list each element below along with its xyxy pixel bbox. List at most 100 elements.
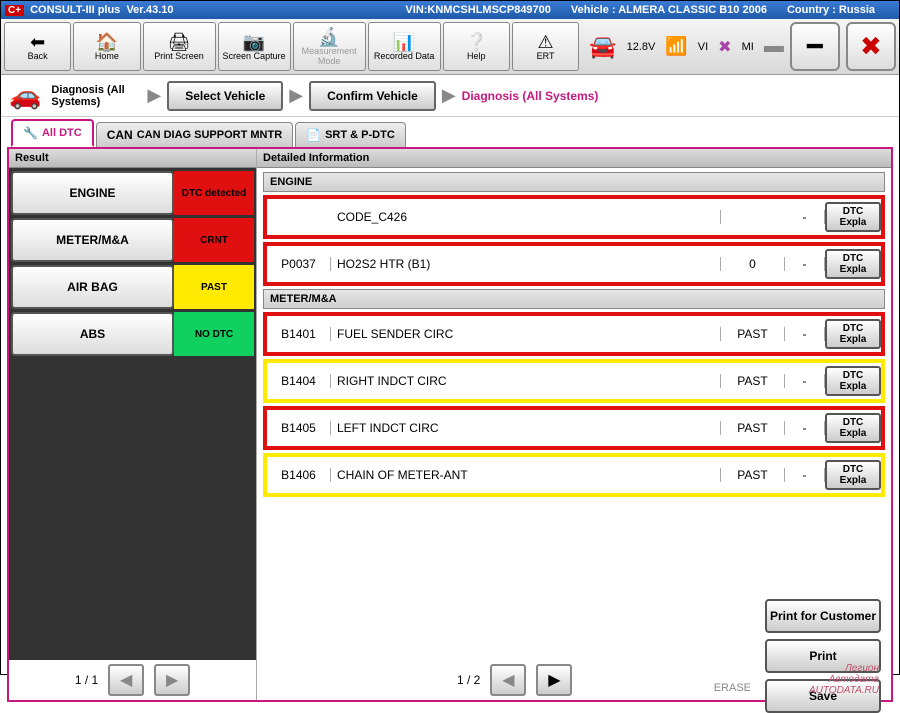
- status-badge: DTC detected: [174, 171, 254, 215]
- home-button[interactable]: 🏠Home: [73, 22, 140, 71]
- signal-icon: 📶: [665, 36, 687, 57]
- status-badge: NO DTC: [174, 312, 254, 356]
- vehicle-value: ALMERA CLASSIC B10: [618, 4, 739, 16]
- measurement-mode-button[interactable]: 🔬Measurement Mode: [293, 22, 366, 71]
- dtc-expla-button[interactable]: DTC Expla: [825, 366, 881, 396]
- status-badge: PAST: [174, 265, 254, 309]
- warning-icon: ⚠: [537, 33, 553, 51]
- dtc-code: B1401: [267, 327, 331, 341]
- vi-label: VI: [698, 41, 708, 53]
- erase-label: ERASE: [714, 682, 751, 694]
- group-header: ENGINE: [263, 172, 885, 192]
- help-button[interactable]: ❔Help: [443, 22, 510, 71]
- dtc-row: CODE_C426-DTC Expla: [263, 195, 885, 239]
- can-icon: CAN: [107, 128, 133, 142]
- printer-icon: 🖨: [168, 33, 191, 51]
- close-button[interactable]: ✖: [846, 22, 896, 71]
- dtc-expla-button[interactable]: DTC Expla: [825, 202, 881, 232]
- dtc-row: B1406CHAIN OF METER-ANTPAST-DTC Expla: [263, 453, 885, 497]
- dtc-code: B1406: [267, 468, 331, 482]
- detail-list: ENGINECODE_C426-DTC ExplaP0037HO2S2 HTR …: [257, 168, 891, 660]
- main-panel: Result ENGINEDTC detectedMETER/M&ACRNTAI…: [7, 147, 893, 702]
- breadcrumb-title: Diagnosis (All Systems): [51, 84, 141, 108]
- dtc-expla-button[interactable]: DTC Expla: [825, 413, 881, 443]
- back-icon: ⬅: [30, 33, 45, 51]
- battery-icon: ▬: [764, 35, 784, 58]
- toolbar: ⬅Back 🏠Home 🖨Print Screen 📷Screen Captur…: [1, 19, 899, 75]
- tab-srt-pdtc[interactable]: 📄SRT & P-DTC: [295, 122, 406, 147]
- tab-all-dtc[interactable]: 🔧All DTC: [11, 119, 94, 147]
- print-screen-button[interactable]: 🖨Print Screen: [143, 22, 216, 71]
- status-area: 🚘 12.8V 📶 VI ✖ MI ▬: [589, 22, 784, 71]
- dtc-count: -: [785, 374, 825, 388]
- home-icon: 🏠: [96, 33, 118, 51]
- dtc-code: B1405: [267, 421, 331, 435]
- minimize-button[interactable]: ━: [790, 22, 840, 71]
- result-prev-button[interactable]: ◀: [108, 664, 144, 696]
- result-row: ENGINEDTC detected: [11, 171, 254, 215]
- detail-next-button[interactable]: ▶: [536, 664, 572, 696]
- step-select-vehicle[interactable]: Select Vehicle: [167, 81, 283, 111]
- dtc-desc: CHAIN OF METER-ANT: [331, 468, 721, 482]
- dtc-count: -: [785, 421, 825, 435]
- minimize-icon: ━: [807, 31, 823, 62]
- result-pager: 1 / 1 ◀ ▶: [9, 660, 256, 700]
- help-icon: ❔: [465, 33, 487, 51]
- screen-capture-button[interactable]: 📷Screen Capture: [218, 22, 291, 71]
- result-row: METER/M&ACRNT: [11, 218, 254, 262]
- step-confirm-vehicle[interactable]: Confirm Vehicle: [309, 81, 436, 111]
- dtc-code: P0037: [267, 257, 331, 271]
- result-next-button[interactable]: ▶: [154, 664, 190, 696]
- dtc-status: PAST: [721, 374, 785, 388]
- dtc-count: -: [785, 468, 825, 482]
- dtc-desc: LEFT INDCT CIRC: [331, 421, 721, 435]
- tab-can-diag[interactable]: CANCAN DIAG SUPPORT MNTR: [96, 122, 293, 147]
- dtc-desc: HO2S2 HTR (B1): [331, 257, 721, 271]
- dtc-status: PAST: [721, 327, 785, 341]
- system-button[interactable]: AIR BAG: [11, 265, 174, 309]
- status-badge: CRNT: [174, 218, 254, 262]
- result-column: Result ENGINEDTC detectedMETER/M&ACRNTAI…: [9, 149, 257, 700]
- dtc-expla-button[interactable]: DTC Expla: [825, 249, 881, 279]
- app-logo: C+: [5, 5, 24, 16]
- diagnosis-icon: 🚗: [9, 80, 41, 111]
- detail-prev-button[interactable]: ◀: [490, 664, 526, 696]
- mi-label: MI: [742, 41, 754, 53]
- dtc-row: P0037HO2S2 HTR (B1)0-DTC Expla: [263, 242, 885, 286]
- recorded-data-button[interactable]: 📊Recorded Data: [368, 22, 441, 71]
- chevron-icon: ▶: [289, 85, 303, 106]
- app-name: CONSULT-III plus: [30, 4, 120, 16]
- result-page: 1 / 1: [75, 673, 98, 687]
- close-icon: ✖: [860, 31, 882, 62]
- vin-value: KNMCSHLMSCP849700: [427, 4, 550, 16]
- system-button[interactable]: METER/M&A: [11, 218, 174, 262]
- dtc-status: PAST: [721, 468, 785, 482]
- dtc-desc: CODE_C426: [331, 210, 721, 224]
- dtc-status: 0: [721, 257, 785, 271]
- chart-icon: 📊: [393, 33, 415, 51]
- chevron-icon: ▶: [442, 85, 456, 106]
- ert-button[interactable]: ⚠ERT: [512, 22, 579, 71]
- gauge-icon: 🔬: [318, 28, 340, 46]
- watermark: Легион Автодата AUTODATA.RU: [809, 663, 879, 696]
- dtc-row: B1401FUEL SENDER CIRCPAST-DTC Expla: [263, 312, 885, 356]
- back-button[interactable]: ⬅Back: [4, 22, 71, 71]
- detail-page: 1 / 2: [457, 673, 480, 687]
- dtc-expla-button[interactable]: DTC Expla: [825, 319, 881, 349]
- result-row: ABSNO DTC: [11, 312, 254, 356]
- print-customer-button[interactable]: Print for Customer: [765, 599, 881, 633]
- result-row: AIR BAGPAST: [11, 265, 254, 309]
- system-button[interactable]: ENGINE: [11, 171, 174, 215]
- tabs: 🔧All DTC CANCAN DIAG SUPPORT MNTR 📄SRT &…: [1, 117, 899, 147]
- dtc-desc: FUEL SENDER CIRC: [331, 327, 721, 341]
- country-value: Russia: [839, 4, 875, 16]
- dtc-row: B1404RIGHT INDCT CIRCPAST-DTC Expla: [263, 359, 885, 403]
- dtc-expla-button[interactable]: DTC Expla: [825, 460, 881, 490]
- dtc-desc: RIGHT INDCT CIRC: [331, 374, 721, 388]
- title-bar: C+ CONSULT-III plus Ver.43.10 VIN:KNMCSH…: [1, 1, 899, 19]
- dtc-count: -: [785, 327, 825, 341]
- car-icon: 🚘: [589, 34, 616, 60]
- camera-icon: 📷: [243, 33, 265, 51]
- breadcrumb: 🚗 Diagnosis (All Systems) ▶ Select Vehic…: [1, 75, 899, 117]
- system-button[interactable]: ABS: [11, 312, 174, 356]
